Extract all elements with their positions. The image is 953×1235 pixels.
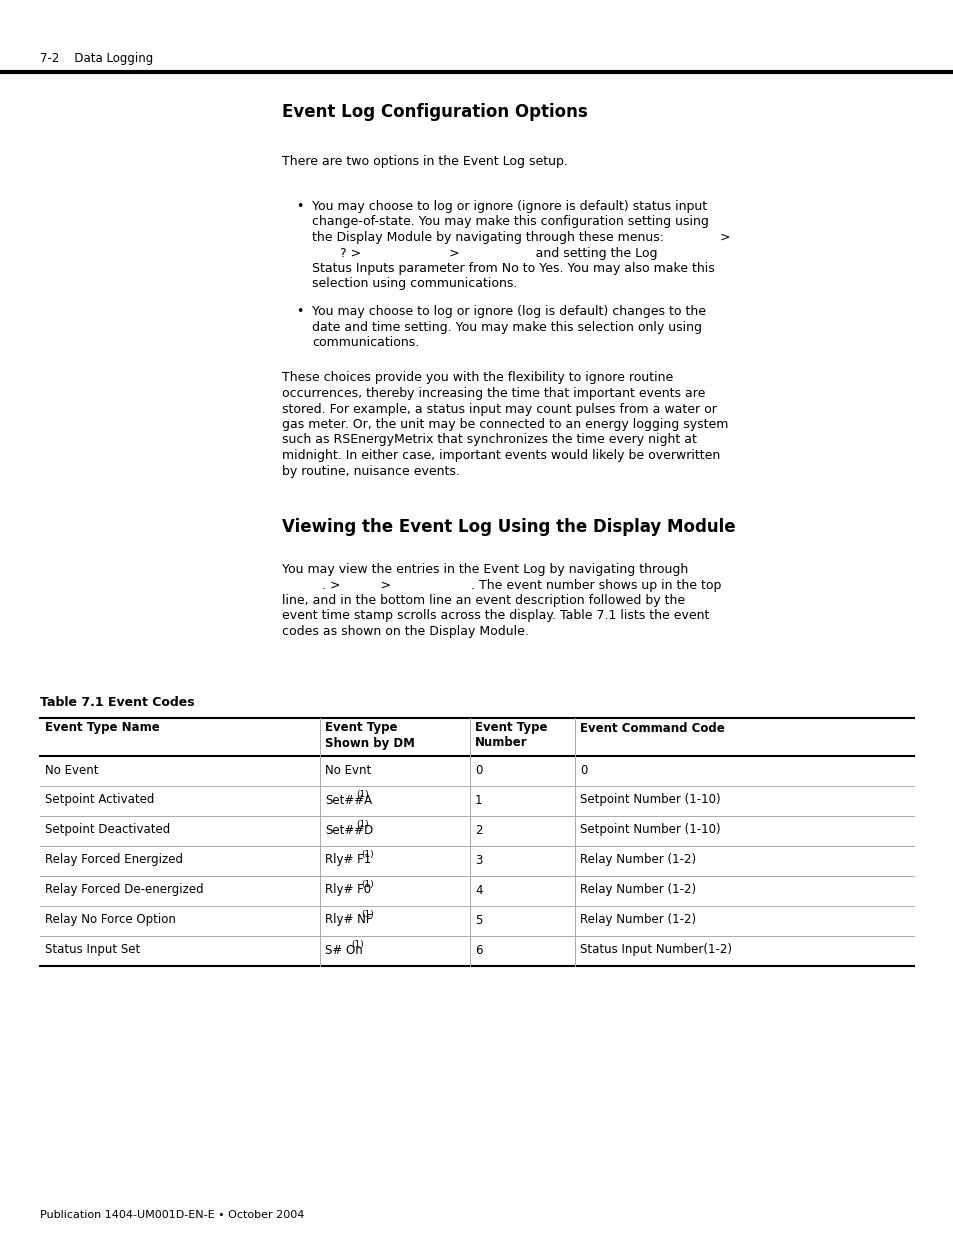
Text: gas meter. Or, the unit may be connected to an energy logging system: gas meter. Or, the unit may be connected… xyxy=(282,417,727,431)
Text: occurrences, thereby increasing the time that important events are: occurrences, thereby increasing the time… xyxy=(282,387,704,400)
Text: by routine, nuisance events.: by routine, nuisance events. xyxy=(282,464,459,478)
Text: You may choose to log or ignore (​log​ is default) changes to the: You may choose to log or ignore (​log​ i… xyxy=(312,305,705,317)
Text: Setpoint Activated: Setpoint Activated xyxy=(45,794,154,806)
Text: such as RSEnergyMetrix that synchronizes the time every night at: such as RSEnergyMetrix that synchronizes… xyxy=(282,433,696,447)
Text: Event Type Name: Event Type Name xyxy=(45,721,159,735)
Text: Set##D: Set##D xyxy=(325,824,373,836)
Text: date and time setting. You may make this selection only using: date and time setting. You may make this… xyxy=(312,321,701,333)
Text: Publication 1404-UM001D-EN-E • October 2004: Publication 1404-UM001D-EN-E • October 2… xyxy=(40,1210,304,1220)
Text: Relay No Force Option: Relay No Force Option xyxy=(45,914,175,926)
Text: Rly# F1: Rly# F1 xyxy=(325,853,371,867)
Text: Event Type
Shown by DM: Event Type Shown by DM xyxy=(325,721,415,750)
Text: 0: 0 xyxy=(579,763,587,777)
Text: 1: 1 xyxy=(475,794,482,806)
Text: Relay Forced De-energized: Relay Forced De-energized xyxy=(45,883,203,897)
Text: . >          >                    . The event number shows up in the top: . > > . The event number shows up in the… xyxy=(282,578,720,592)
Text: Rly# F0: Rly# F0 xyxy=(325,883,371,897)
Text: (1): (1) xyxy=(361,851,374,860)
Text: There are two options in the Event Log setup.: There are two options in the Event Log s… xyxy=(282,156,567,168)
Text: These choices provide you with the flexibility to ignore routine: These choices provide you with the flexi… xyxy=(282,372,673,384)
Text: Table 7.1 Event Codes: Table 7.1 Event Codes xyxy=(40,695,194,709)
Text: Viewing the Event Log Using the Display Module: Viewing the Event Log Using the Display … xyxy=(282,517,735,536)
Text: midnight. In either case, important events would likely be overwritten: midnight. In either case, important even… xyxy=(282,450,720,462)
Text: event time stamp scrolls across the display. Table 7.1 lists the event: event time stamp scrolls across the disp… xyxy=(282,610,709,622)
Text: Setpoint Number (1-10): Setpoint Number (1-10) xyxy=(579,794,720,806)
Text: Setpoint Number (1-10): Setpoint Number (1-10) xyxy=(579,824,720,836)
Text: No Evnt: No Evnt xyxy=(325,763,371,777)
Text: 2: 2 xyxy=(475,824,482,836)
Text: 5: 5 xyxy=(475,914,482,926)
Text: communications.: communications. xyxy=(312,336,418,350)
Text: line, and in the bottom line an event description followed by the: line, and in the bottom line an event de… xyxy=(282,594,684,606)
Text: Relay Number (1-2): Relay Number (1-2) xyxy=(579,914,696,926)
Text: •: • xyxy=(295,305,303,317)
Text: the Display Module by navigating through these menus:              >: the Display Module by navigating through… xyxy=(312,231,730,245)
Text: 7-2    Data Logging: 7-2 Data Logging xyxy=(40,52,153,65)
Text: Relay Number (1-2): Relay Number (1-2) xyxy=(579,883,696,897)
Text: Setpoint Deactivated: Setpoint Deactivated xyxy=(45,824,170,836)
Text: 3: 3 xyxy=(475,853,482,867)
Text: Rly# NF: Rly# NF xyxy=(325,914,372,926)
Text: selection using communications.: selection using communications. xyxy=(312,278,517,290)
Text: (1): (1) xyxy=(351,941,363,950)
Text: change-of-state. You may make this configuration setting using: change-of-state. You may make this confi… xyxy=(312,215,708,228)
Text: 6: 6 xyxy=(475,944,482,956)
Text: (1): (1) xyxy=(361,881,374,889)
Text: •: • xyxy=(295,200,303,212)
Text: stored. For example, a status input may count pulses from a water or: stored. For example, a status input may … xyxy=(282,403,716,415)
Text: (1): (1) xyxy=(361,910,374,920)
Text: Status Input Number(1-2): Status Input Number(1-2) xyxy=(579,944,731,956)
Text: codes as shown on the Display Module.: codes as shown on the Display Module. xyxy=(282,625,528,638)
Text: Set##A: Set##A xyxy=(325,794,372,806)
Text: S# On: S# On xyxy=(325,944,362,956)
Text: ? >                      >                   and setting the ​Log: ? > > and setting the ​Log xyxy=(312,247,657,259)
Text: Relay Forced Energized: Relay Forced Energized xyxy=(45,853,183,867)
Text: Relay Number (1-2): Relay Number (1-2) xyxy=(579,853,696,867)
Text: Event Command Code: Event Command Code xyxy=(579,721,724,735)
Text: (1): (1) xyxy=(355,790,369,799)
Text: (1): (1) xyxy=(355,820,369,830)
Text: ​Status Inputs​ parameter from ​No​ to ​Yes​. You may also make this: ​Status Inputs​ parameter from ​No​ to ​… xyxy=(312,262,714,275)
Text: 4: 4 xyxy=(475,883,482,897)
Text: Event Type
Number: Event Type Number xyxy=(475,721,547,750)
Text: Event Log Configuration Options: Event Log Configuration Options xyxy=(282,103,587,121)
Text: Status Input Set: Status Input Set xyxy=(45,944,140,956)
Text: You may view the entries in the Event Log by navigating through: You may view the entries in the Event Lo… xyxy=(282,563,687,576)
Text: No Event: No Event xyxy=(45,763,98,777)
Text: 0: 0 xyxy=(475,763,482,777)
Text: You may choose to log or ignore (​ignore​ is default) status input: You may choose to log or ignore (​ignore… xyxy=(312,200,706,212)
